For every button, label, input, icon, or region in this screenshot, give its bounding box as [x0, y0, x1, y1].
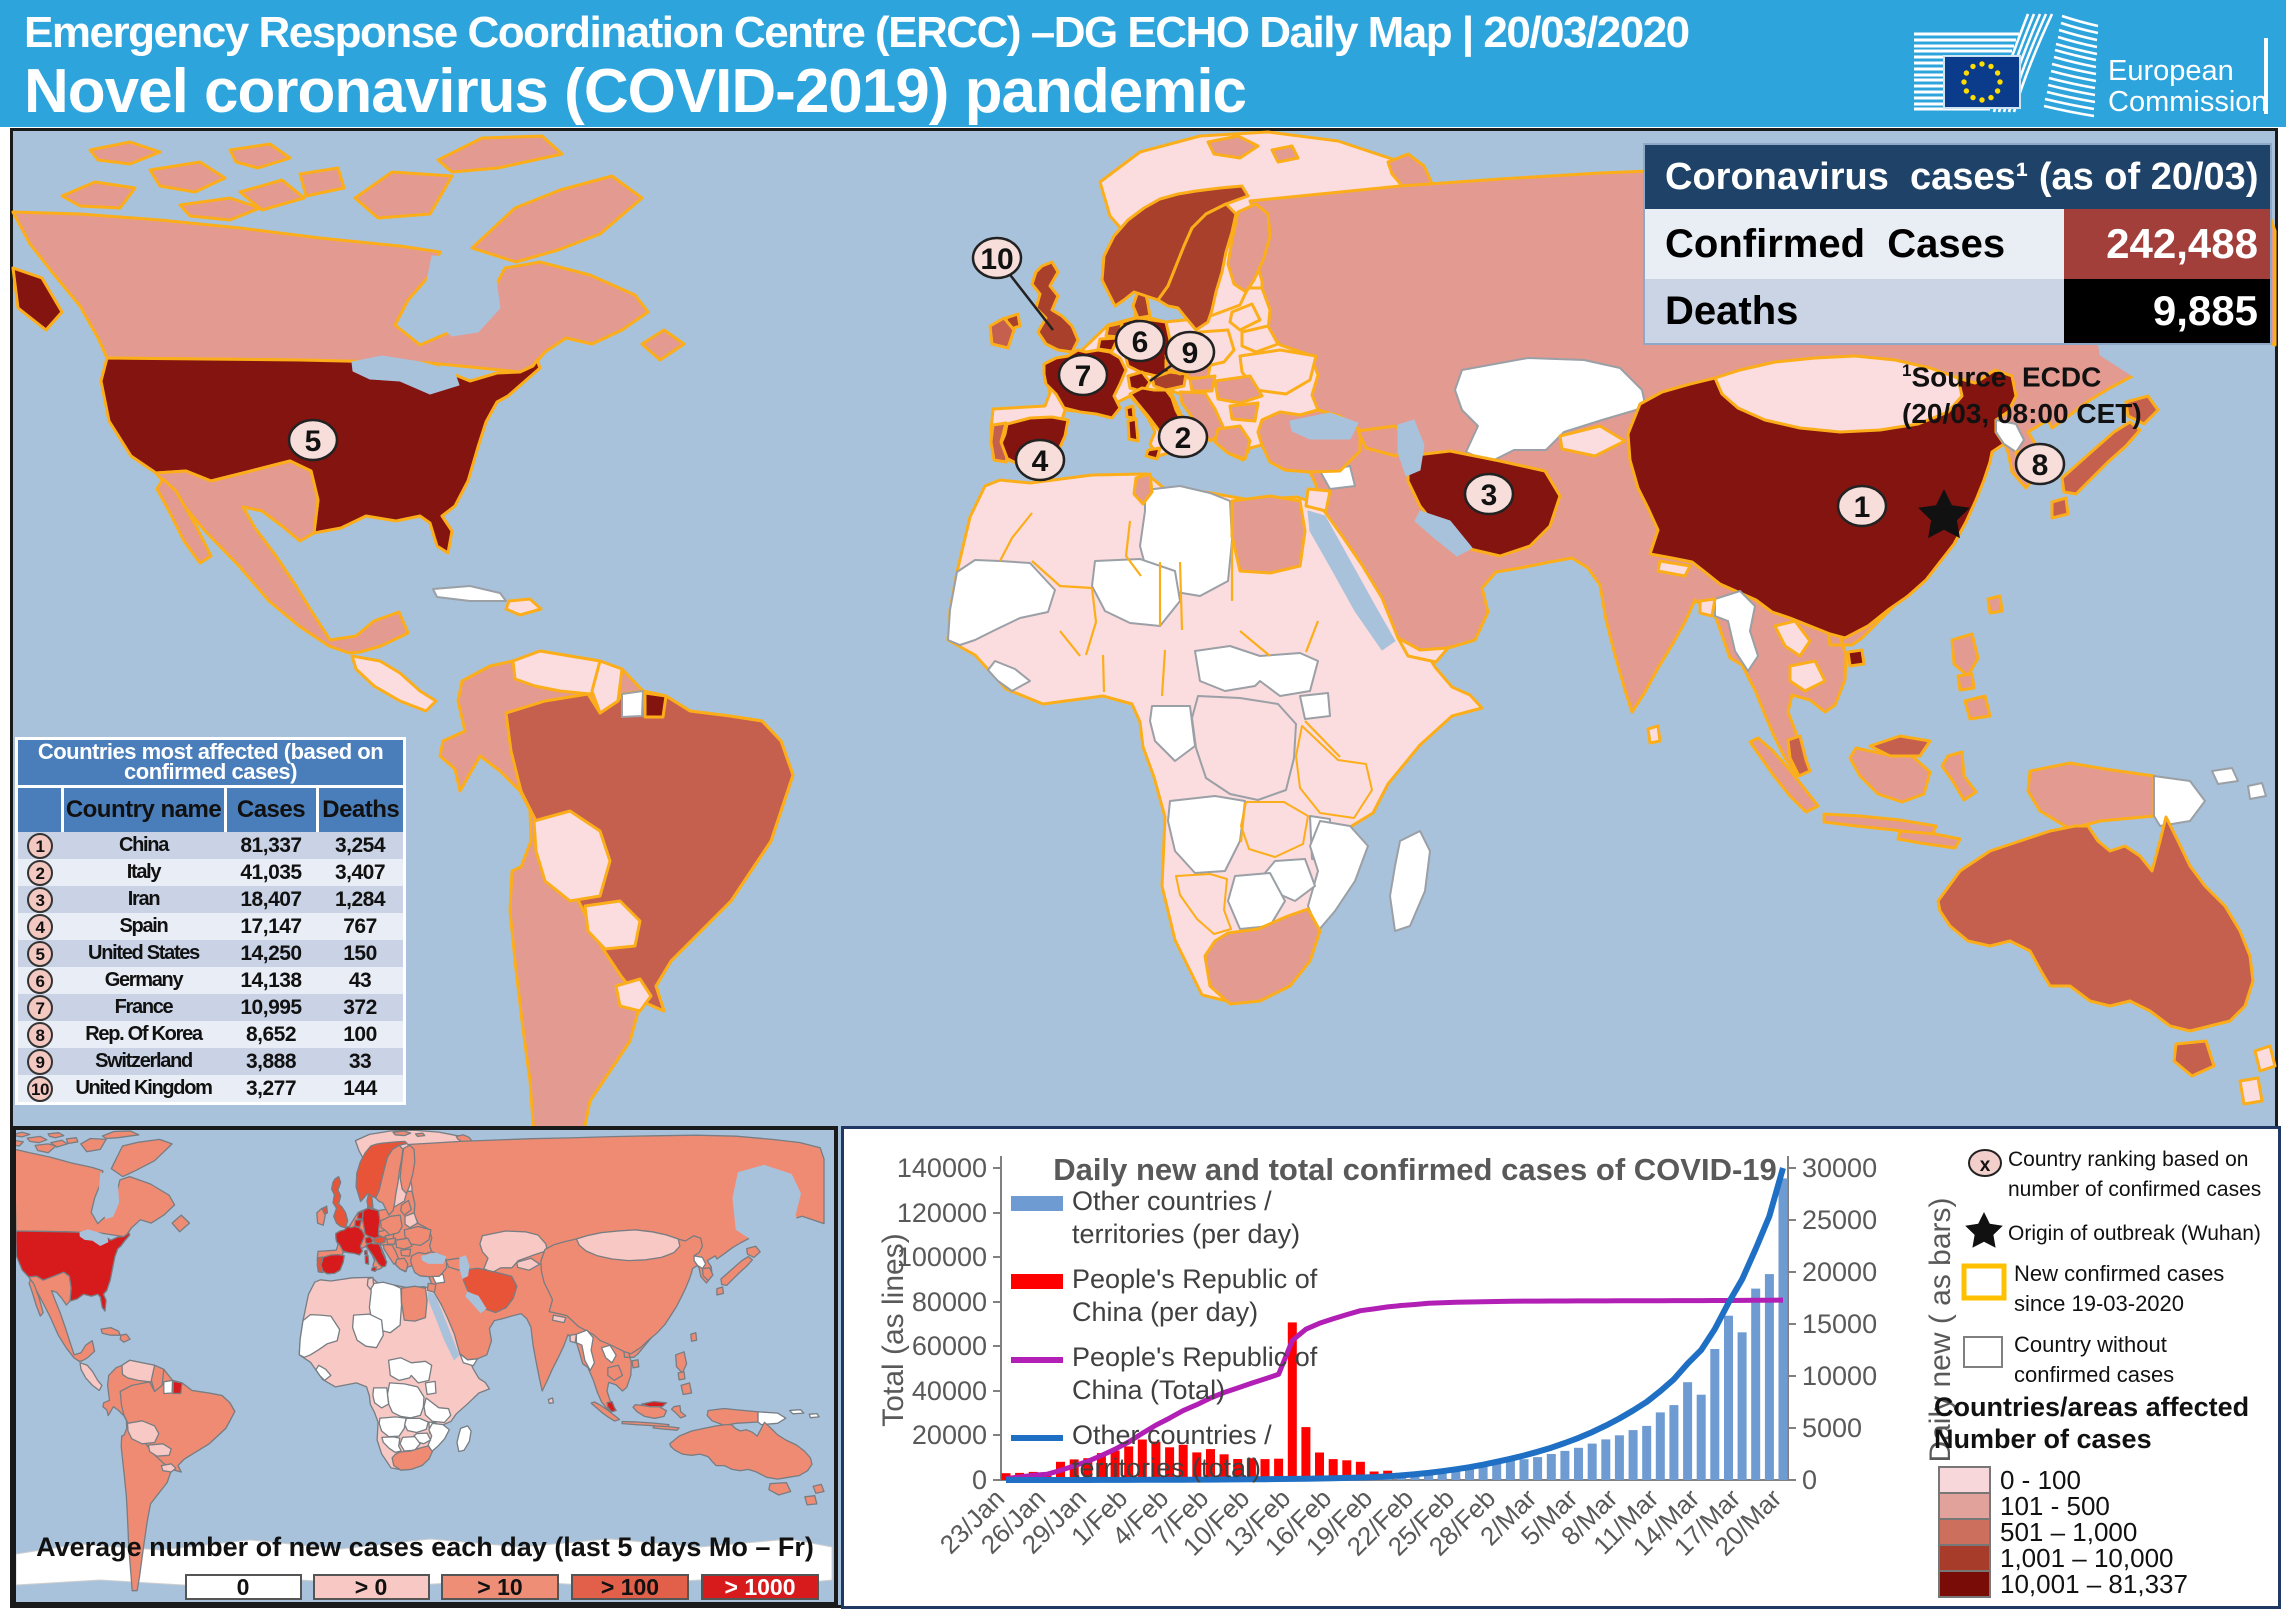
- svg-text:confirmed cases: confirmed cases: [2014, 1362, 2174, 1387]
- svg-text:> 1000: > 1000: [725, 1574, 796, 1600]
- svg-text:501 – 1,000: 501 – 1,000: [2000, 1517, 2137, 1547]
- svg-text:3: 3: [1481, 479, 1498, 512]
- svg-text:8: 8: [2032, 449, 2049, 482]
- svg-text:101 - 500: 101 - 500: [2000, 1491, 2110, 1521]
- svg-text:4: 4: [1032, 445, 1049, 478]
- svg-text:Country without: Country without: [2014, 1332, 2167, 1357]
- svg-text:140000: 140000: [897, 1153, 987, 1183]
- svg-text:Origin of outbreak (Wuhan): Origin of outbreak (Wuhan): [2008, 1222, 2261, 1245]
- svg-text:People's Republic of: People's Republic of: [1072, 1264, 1318, 1294]
- svg-text:territories (per day): territories (per day): [1072, 1219, 1300, 1249]
- svg-text:Daily new and total confirmed: Daily new and total confirmed cases of C…: [1053, 1152, 1777, 1187]
- svg-text:0 - 100: 0 - 100: [2000, 1465, 2081, 1495]
- svg-text:> 0: > 0: [355, 1574, 388, 1600]
- svg-text:10: 10: [980, 243, 1013, 276]
- svg-text:1,001 – 10,000: 1,001 – 10,000: [2000, 1543, 2174, 1573]
- svg-text:since 19-03-2020: since 19-03-2020: [2014, 1291, 2184, 1316]
- svg-text:0: 0: [237, 1574, 250, 1600]
- svg-text:7: 7: [1075, 360, 1092, 393]
- svg-text:10000: 10000: [1802, 1361, 1877, 1391]
- svg-text:number of confirmed cases: number of confirmed cases: [2008, 1178, 2261, 1201]
- svg-text:30000: 30000: [1802, 1153, 1877, 1183]
- svg-text:Country ranking based on: Country ranking based on: [2008, 1148, 2249, 1171]
- svg-text:9: 9: [1182, 337, 1199, 370]
- svg-text:Average number of new cases ea: Average number of new cases each day (la…: [36, 1532, 814, 1562]
- svg-text:1: 1: [1854, 491, 1871, 524]
- svg-text:> 100: > 100: [601, 1574, 659, 1600]
- svg-text:10,001 – 81,337: 10,001 – 81,337: [2000, 1569, 2188, 1599]
- svg-text:60000: 60000: [912, 1331, 987, 1361]
- svg-text:New confirmed cases: New confirmed cases: [2014, 1261, 2224, 1286]
- svg-text:Commission: Commission: [2108, 86, 2268, 118]
- svg-text:40000: 40000: [912, 1376, 987, 1406]
- svg-text:Number of cases: Number of cases: [1934, 1424, 2152, 1454]
- svg-text:0: 0: [972, 1465, 987, 1495]
- svg-text:5: 5: [305, 425, 322, 458]
- svg-text:100000: 100000: [897, 1242, 987, 1272]
- svg-text:25000: 25000: [1802, 1205, 1877, 1235]
- svg-text:20000: 20000: [1802, 1257, 1877, 1287]
- svg-text:Other countries /: Other countries /: [1072, 1186, 1272, 1216]
- svg-text:Other countries /: Other countries /: [1072, 1420, 1272, 1450]
- svg-text:120000: 120000: [897, 1198, 987, 1228]
- svg-text:European: European: [2108, 55, 2234, 87]
- svg-text:> 10: > 10: [477, 1574, 522, 1600]
- svg-text:80000: 80000: [912, 1287, 987, 1317]
- svg-text:0: 0: [1802, 1465, 1817, 1495]
- svg-text:territories (total): territories (total): [1072, 1453, 1261, 1483]
- svg-text:People's Republic of: People's Republic of: [1072, 1342, 1318, 1372]
- svg-text:China (per day): China (per day): [1072, 1297, 1258, 1327]
- svg-text:5000: 5000: [1802, 1413, 1862, 1443]
- svg-text:Countries/areas affected: Countries/areas affected: [1934, 1392, 2249, 1422]
- svg-text:x: x: [1980, 1155, 1991, 1176]
- svg-text:Daily new ( as bars): Daily new ( as bars): [1924, 1197, 1957, 1462]
- svg-text:15000: 15000: [1802, 1309, 1877, 1339]
- svg-text:6: 6: [1132, 326, 1149, 359]
- svg-text:China (Total): China (Total): [1072, 1375, 1225, 1405]
- svg-text:20000: 20000: [912, 1420, 987, 1450]
- svg-text:2: 2: [1175, 422, 1192, 455]
- svg-text:Total (as lines): Total (as lines): [877, 1233, 910, 1426]
